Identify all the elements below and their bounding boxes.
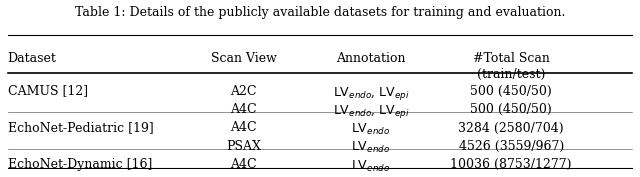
Text: PSAX: PSAX — [226, 140, 261, 153]
Text: $\mathrm{LV}_{endo}$, $\mathrm{LV}_{epi}$: $\mathrm{LV}_{endo}$, $\mathrm{LV}_{epi}… — [333, 103, 410, 120]
Text: 10036 (8753/1277): 10036 (8753/1277) — [451, 158, 572, 172]
Text: Annotation: Annotation — [336, 52, 406, 65]
Text: Scan View: Scan View — [211, 52, 276, 65]
Text: $\mathrm{LV}_{endo}$: $\mathrm{LV}_{endo}$ — [351, 140, 390, 155]
Text: $\mathrm{LV}_{endo}$: $\mathrm{LV}_{endo}$ — [351, 121, 390, 137]
Text: Table 1: Details of the publicly available datasets for training and evaluation.: Table 1: Details of the publicly availab… — [75, 6, 565, 19]
Text: $\mathrm{LV}_{endo}$, $\mathrm{LV}_{epi}$: $\mathrm{LV}_{endo}$, $\mathrm{LV}_{epi}… — [333, 85, 410, 102]
Text: 500 (450/50): 500 (450/50) — [470, 85, 552, 98]
Text: 4526 (3559/967): 4526 (3559/967) — [458, 140, 564, 153]
Text: 500 (450/50): 500 (450/50) — [470, 103, 552, 116]
Text: #Total Scan
(train/test): #Total Scan (train/test) — [473, 52, 550, 81]
Text: EchoNet-Pediatric [19]: EchoNet-Pediatric [19] — [8, 121, 154, 135]
Text: Dataset: Dataset — [8, 52, 56, 65]
Text: $\mathrm{LV}_{endo}$: $\mathrm{LV}_{endo}$ — [351, 158, 390, 174]
Text: A2C: A2C — [230, 85, 257, 98]
Text: A4C: A4C — [230, 158, 257, 172]
Text: CAMUS [12]: CAMUS [12] — [8, 85, 88, 98]
Text: A4C: A4C — [230, 103, 257, 116]
Text: 3284 (2580/704): 3284 (2580/704) — [458, 121, 564, 135]
Text: A4C: A4C — [230, 121, 257, 135]
Text: EchoNet-Dynamic [16]: EchoNet-Dynamic [16] — [8, 158, 152, 172]
